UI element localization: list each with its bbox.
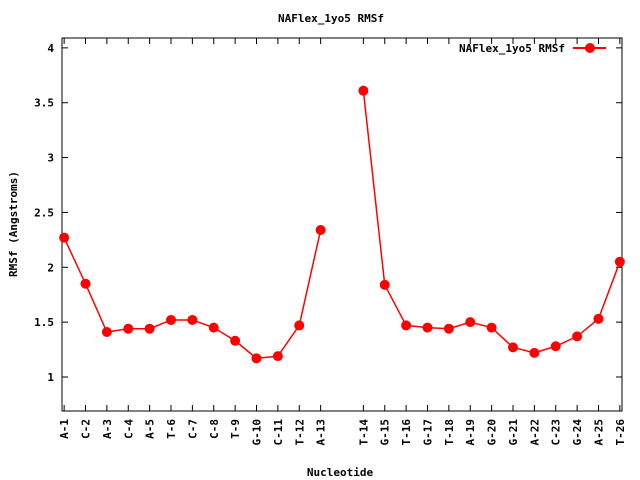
x-tick-label: T-16 (400, 419, 413, 446)
data-point-G-24 (572, 331, 583, 342)
data-point-T-9 (230, 335, 241, 346)
data-point-T-18 (443, 323, 454, 334)
x-tick-label: T-26 (614, 419, 627, 446)
x-tick-label: T-14 (357, 419, 370, 446)
legend-marker (585, 43, 595, 53)
x-axis-ticks: A-1 C-2 A-3 C-4 A-5 T-6 C-7 C-8 T-9 G-10 C-11 T-12 A… (58, 38, 627, 446)
series-rmsf (59, 85, 625, 364)
data-point-A-13 (315, 224, 326, 235)
chart-title: NAFlex_1yo5 RMSf (278, 12, 384, 25)
y-tick-label: 1.5 (34, 316, 54, 329)
data-point-A-1 (59, 232, 70, 243)
data-point-A-5 (144, 323, 155, 334)
x-tick-label: G-20 (486, 419, 499, 446)
data-point-C-8 (208, 322, 219, 333)
series-line (362, 90, 621, 354)
y-tick-label: 2.5 (34, 206, 54, 219)
x-tick-label: A-3 (101, 419, 114, 439)
y-axis-ticks: 1 1.5 2 2.5 3 3.5 4 (34, 42, 622, 384)
data-point-C-23 (550, 341, 561, 352)
x-tick-label: C-8 (208, 419, 221, 439)
data-point-T-6 (166, 314, 177, 325)
x-tick-label: A-22 (528, 419, 541, 446)
data-point-A-19 (465, 317, 476, 328)
data-point-C-11 (272, 351, 283, 362)
x-tick-label: A-25 (592, 419, 605, 446)
y-tick-label: 2 (47, 261, 54, 274)
data-point-G-10 (251, 353, 262, 364)
x-tick-label: C-2 (80, 419, 93, 439)
data-point-G-15 (379, 279, 390, 290)
y-tick-label: 4 (47, 42, 54, 55)
x-tick-label: G-15 (379, 419, 392, 446)
plot-frame (61, 37, 623, 412)
data-point-T-26 (614, 256, 625, 267)
y-tick-label: 3 (47, 152, 54, 165)
data-point-A-3 (101, 327, 112, 338)
x-tick-label: G-24 (571, 419, 584, 446)
x-tick-label: A-19 (464, 419, 477, 446)
data-point-C-7 (187, 314, 198, 325)
data-point-C-4 (123, 323, 134, 334)
x-tick-label: A-5 (144, 419, 157, 439)
data-point-C-2 (80, 278, 91, 289)
x-axis-label: Nucleotide (307, 466, 374, 479)
data-point-G-17 (422, 322, 433, 333)
data-point-T-12 (294, 320, 305, 331)
data-point-T-16 (401, 320, 412, 331)
data-point-T-14 (358, 85, 369, 96)
y-tick-label: 3.5 (34, 97, 54, 110)
x-tick-label: C-11 (272, 419, 285, 446)
x-tick-label: T-12 (293, 419, 306, 446)
y-tick-label: 1 (47, 371, 54, 384)
x-tick-label: C-7 (186, 419, 199, 439)
x-tick-label: A-1 (58, 419, 71, 439)
x-tick-label: G-21 (507, 419, 520, 446)
series-line (63, 229, 322, 360)
x-tick-label: T-18 (443, 419, 456, 446)
data-point-A-22 (529, 347, 540, 358)
x-tick-label: G-10 (251, 419, 264, 446)
x-tick-label: C-23 (550, 419, 563, 446)
x-tick-label: C-4 (122, 419, 135, 439)
x-tick-label: T-6 (165, 419, 178, 439)
legend-label: NAFlex_1yo5 RMSf (459, 42, 565, 55)
legend: NAFlex_1yo5 RMSf (459, 42, 606, 55)
x-tick-label: A-13 (315, 419, 328, 446)
y-axis-label: RMSf (Angstroms) (7, 171, 20, 277)
x-tick-label: T-9 (229, 419, 242, 439)
x-tick-label: G-17 (421, 419, 434, 446)
data-point-A-25 (593, 313, 604, 324)
data-point-G-21 (507, 342, 518, 353)
data-point-G-20 (486, 322, 497, 333)
